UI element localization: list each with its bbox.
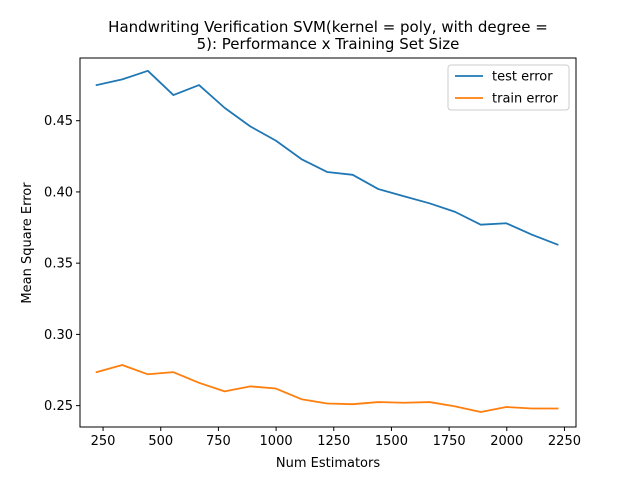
y-tick-label: 0.45 (44, 114, 73, 129)
y-axis-label: Mean Square Error (20, 182, 35, 304)
legend-label-test-error: test error (492, 70, 553, 85)
chart-title-line-2: 5): Performance x Training Set Size (197, 35, 460, 53)
x-tick-label: 1500 (375, 434, 408, 449)
series-line-test-error (95, 69, 559, 246)
x-axis-label: Num Estimators (276, 456, 380, 471)
legend-label-train-error: train error (492, 92, 559, 107)
chart-title-line-1: Handwriting Verification SVM(kernel = po… (108, 18, 548, 36)
y-tick-label: 0.30 (44, 328, 73, 343)
x-tick-label: 1000 (260, 434, 293, 449)
x-tick-label: 2250 (548, 434, 581, 449)
x-tick-label: 2000 (490, 434, 523, 449)
x-tick-label: 500 (148, 434, 173, 449)
series-line-train-error (95, 364, 559, 413)
plot-area: 250 500 750 1000 1250 1500 1750 2000 2250 0.25 0.3… (44, 57, 581, 449)
x-tick-label: 1750 (433, 434, 466, 449)
x-tick-label: 1250 (317, 434, 350, 449)
x-tick-label: 250 (91, 434, 116, 449)
y-tick-label: 0.25 (44, 399, 73, 414)
y-tick-label: 0.35 (44, 257, 73, 272)
y-tick-label: 0.40 (44, 185, 73, 200)
x-tick-label: 750 (206, 434, 231, 449)
axes-frame (79, 57, 577, 428)
